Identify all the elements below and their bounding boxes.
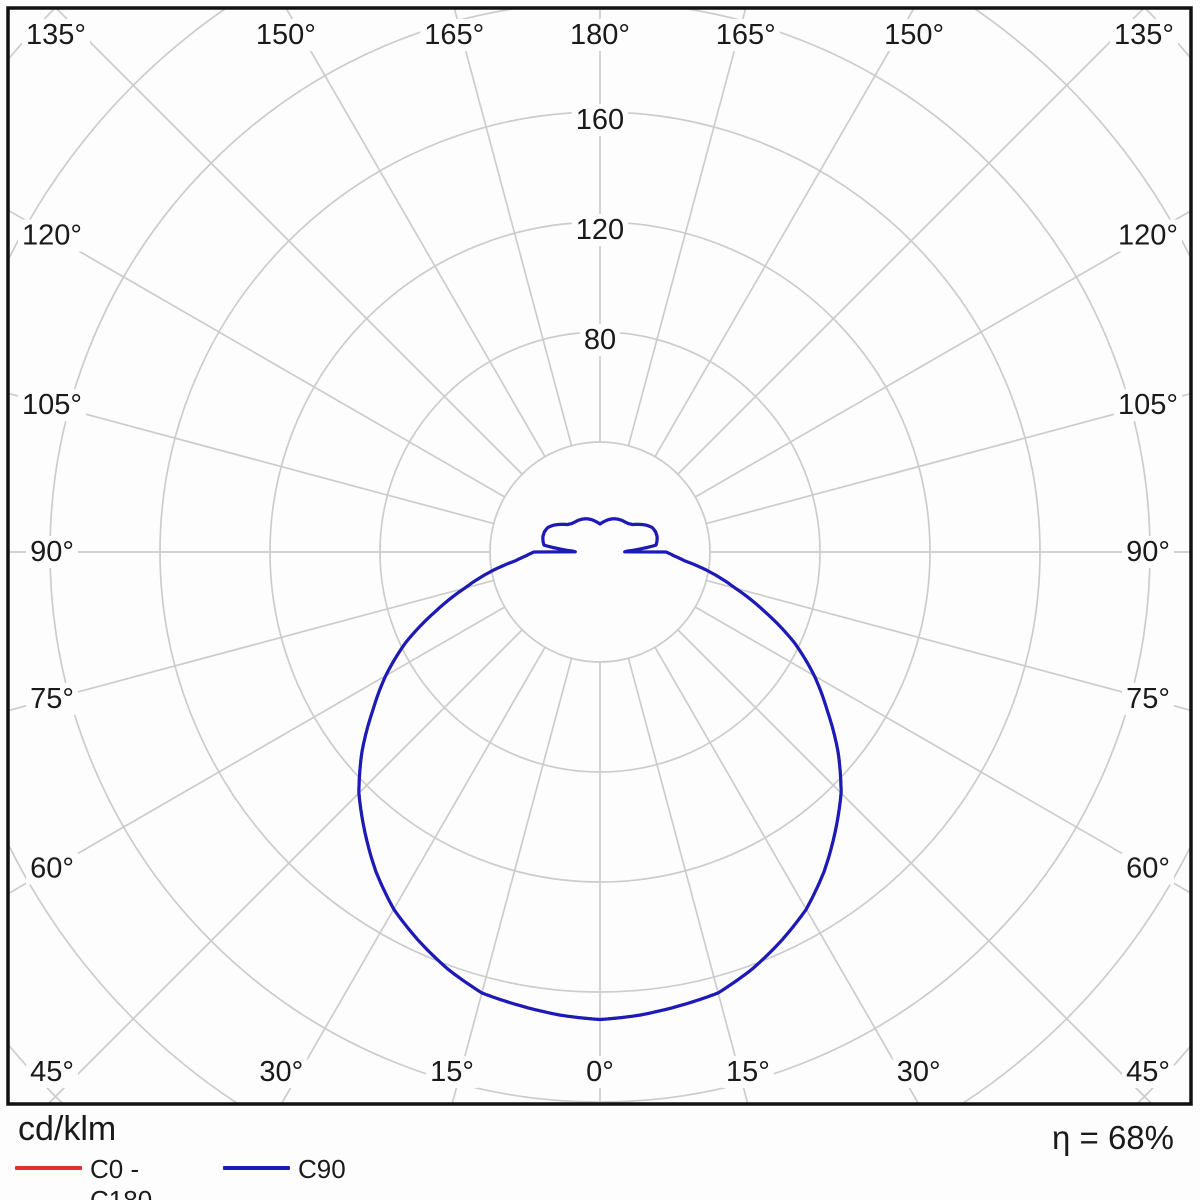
angle-tick-label: 0° <box>582 1056 618 1088</box>
angle-tick-label: 60° <box>1122 852 1174 885</box>
legend-line-c0-c180-icon <box>15 1166 82 1170</box>
svg-text:45°: 45° <box>1126 1056 1170 1088</box>
curve-C90-C270 <box>357 517 843 1022</box>
angle-tick-label: 90° <box>1122 536 1174 568</box>
svg-text:120°: 120° <box>22 220 82 252</box>
angle-tick-label: 15° <box>721 1056 774 1088</box>
angle-tick-label: 90° <box>26 536 78 568</box>
svg-text:120: 120 <box>576 214 624 246</box>
intensity-curves <box>357 517 843 1022</box>
svg-text:75°: 75° <box>30 683 74 715</box>
angle-tick-label: 150° <box>251 19 320 51</box>
angle-tick-label: 15° <box>426 1056 479 1088</box>
angle-tick-label: 120° <box>1114 219 1182 252</box>
chart-footer: cd/klm C0 - C180 C90 - C270 η = 68% <box>0 1105 1200 1200</box>
angle-tick-label: 135° <box>1110 19 1178 51</box>
svg-text:120°: 120° <box>1118 220 1178 252</box>
angle-tick-label: 75° <box>26 682 78 715</box>
svg-text:165°: 165° <box>424 19 484 51</box>
angle-tick-label: 60° <box>26 852 78 885</box>
angle-tick-label: 105° <box>18 389 86 422</box>
svg-text:80: 80 <box>584 324 616 356</box>
svg-text:160: 160 <box>576 104 624 136</box>
angle-tick-label: 165° <box>420 19 489 51</box>
svg-text:165°: 165° <box>716 19 776 51</box>
svg-text:0°: 0° <box>586 1056 614 1088</box>
svg-text:180°: 180° <box>570 19 630 51</box>
svg-text:150°: 150° <box>256 19 316 51</box>
svg-text:105°: 105° <box>1118 389 1178 421</box>
radial-tick-label: 160 <box>571 104 629 136</box>
angle-tick-label: 30° <box>255 1056 308 1088</box>
svg-text:105°: 105° <box>22 389 82 421</box>
plot-frame <box>6 6 1193 1106</box>
efficiency-label: η = 68% <box>1051 1119 1174 1156</box>
svg-text:90°: 90° <box>1126 536 1170 568</box>
angle-tick-label: 105° <box>1114 389 1182 422</box>
units-label: cd/klm <box>18 1110 117 1148</box>
legend-label-c0-c180: C0 - C180 <box>90 1154 153 1200</box>
svg-text:60°: 60° <box>30 852 74 884</box>
svg-text:75°: 75° <box>1126 683 1170 715</box>
svg-text:45°: 45° <box>30 1056 74 1088</box>
svg-text:30°: 30° <box>897 1056 941 1088</box>
angle-tick-label: 120° <box>18 219 86 252</box>
angle-tick-label: 45° <box>1122 1056 1174 1088</box>
svg-text:60°: 60° <box>1126 852 1170 884</box>
angle-tick-label: 75° <box>1122 682 1174 715</box>
angle-tick-label: 45° <box>26 1056 78 1088</box>
svg-text:135°: 135° <box>1114 19 1174 51</box>
svg-text:30°: 30° <box>259 1056 303 1088</box>
svg-text:90°: 90° <box>30 536 74 568</box>
angle-tick-label: 30° <box>892 1056 945 1088</box>
legend-line-c90-c270-icon <box>223 1166 290 1170</box>
angle-tick-label: 135° <box>22 19 90 51</box>
svg-text:15°: 15° <box>430 1056 474 1088</box>
angle-tick-label: 180° <box>566 19 634 51</box>
radial-tick-label: 80 <box>579 324 621 356</box>
svg-text:135°: 135° <box>26 19 86 51</box>
radial-tick-label: 120 <box>571 214 629 246</box>
angle-tick-label: 165° <box>711 19 780 51</box>
legend-label-c90-c270: C90 - C270 <box>298 1154 346 1200</box>
svg-text:150°: 150° <box>884 19 944 51</box>
angle-tick-label: 150° <box>880 19 949 51</box>
svg-text:15°: 15° <box>726 1056 770 1088</box>
